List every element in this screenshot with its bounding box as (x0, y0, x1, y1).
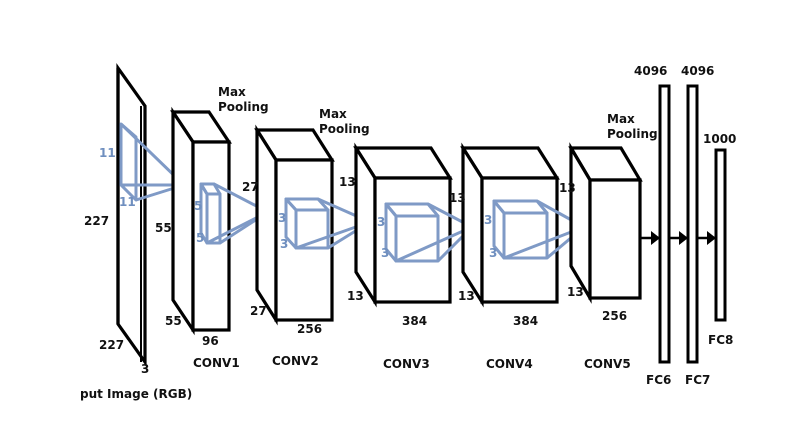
input-caption: put Image (RGB) (80, 387, 192, 401)
fc7-name-label: FC7 (685, 373, 710, 387)
conv2-pool-label-line2: Pooling (319, 122, 370, 136)
conv3-width-label: 13 (347, 289, 364, 303)
conv2-block (254, 124, 335, 326)
fc8-bar (714, 148, 727, 322)
conv4-block (460, 142, 560, 308)
conv5-width-label: 13 (567, 285, 584, 299)
conv3-kernel-h-label: 3 (377, 215, 385, 229)
conv4-kernel-h-label: 3 (484, 213, 492, 227)
input-kernel-w-label: 11 (119, 195, 136, 209)
conv2-width-label: 27 (250, 304, 267, 318)
fc8-name-label: FC8 (708, 333, 733, 347)
conv2-kernel-h-label: 3 (278, 211, 286, 225)
fc7-bar (686, 84, 699, 364)
conv5-pool-label-line1: Max (607, 112, 635, 126)
input-width-label: 227 (99, 338, 124, 352)
conv3-depth-label: 384 (402, 314, 427, 328)
conv1-height-label: 55 (155, 221, 172, 235)
conv1-name-label: CONV1 (193, 356, 240, 370)
arrow-conv5-fc6 (640, 231, 660, 245)
conv4-height-label: 13 (449, 191, 466, 205)
conv1-pool-label-line1: Max (218, 85, 246, 99)
arrow-fc7-fc8 (698, 231, 716, 245)
fc6-name-label: FC6 (646, 373, 671, 387)
input-depth-label: 3 (141, 362, 149, 376)
conv3-block (353, 142, 453, 308)
conv4-kernel-w-label: 3 (489, 246, 497, 260)
input-image-block (116, 62, 147, 368)
conv1-kernel-h-label: 5 (194, 199, 202, 213)
conv2-depth-label: 256 (297, 322, 322, 336)
conv5-pool-label-line2: Pooling (607, 127, 658, 141)
conv4-name-label: CONV4 (486, 357, 533, 371)
conv1-block (170, 106, 232, 336)
conv2-height-label: 27 (242, 180, 259, 194)
conv3-height-label: 13 (339, 175, 356, 189)
conv5-depth-label: 256 (602, 309, 627, 323)
conv2-kernel-w-label: 3 (280, 237, 288, 251)
conv5-height-label: 13 (559, 181, 576, 195)
conv3-kernel-w-label: 3 (381, 246, 389, 260)
fc7-size-label: 4096 (681, 64, 714, 78)
conv1-pool-label-line2: Pooling (218, 100, 269, 114)
fc6-bar (658, 84, 671, 364)
conv5-name-label: CONV5 (584, 357, 631, 371)
conv1-kernel-w-label: 5 (196, 231, 204, 245)
arrow-fc6-fc7 (670, 231, 688, 245)
conv4-width-label: 13 (458, 289, 475, 303)
conv1-depth-label: 96 (202, 334, 219, 348)
input-kernel-h-label: 11 (99, 146, 116, 160)
fc6-size-label: 4096 (634, 64, 667, 78)
conv2-pool-label-line1: Max (319, 107, 347, 121)
conv3-name-label: CONV3 (383, 357, 430, 371)
fc8-size-label: 1000 (703, 132, 736, 146)
input-height-label: 227 (84, 214, 109, 228)
conv2-name-label: CONV2 (272, 354, 319, 368)
conv5-block (568, 142, 643, 304)
conv1-width-label: 55 (165, 314, 182, 328)
conv4-depth-label: 384 (513, 314, 538, 328)
